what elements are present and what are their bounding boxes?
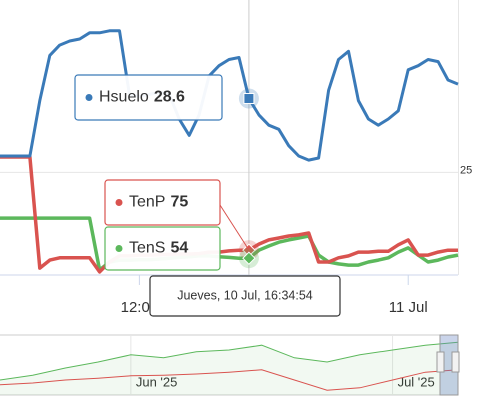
x-tick-label: 11 Jul [389, 299, 428, 316]
date-tooltip [149, 275, 341, 317]
tooltip-box [104, 226, 221, 271]
tooltip-value: 54 [170, 240, 188, 257]
navigator-handle[interactable] [451, 351, 460, 373]
navigator-label: Jun '25 [136, 374, 178, 389]
tooltip-value: 75 [170, 194, 188, 211]
tooltip-text: Hsuelo 28.6 [99, 89, 185, 106]
tooltip-bullet [85, 94, 93, 101]
tooltip-box [104, 179, 221, 226]
tooltip-box [74, 74, 223, 121]
x-tick-label: 12:00 [121, 299, 159, 316]
tooltip-series-name: TenS [129, 240, 165, 257]
y2-tick-label: 25 [460, 164, 472, 176]
tooltip-bullet [115, 245, 123, 252]
navigator-area [0, 342, 458, 395]
marker [242, 251, 256, 265]
marker [243, 93, 255, 105]
tooltip-text: TenP 75 [129, 194, 188, 211]
tooltip-value: 28.6 [154, 89, 185, 106]
tooltip-bullet [115, 199, 123, 206]
tooltip-text: TenS 54 [129, 240, 188, 257]
navigator-handle[interactable] [436, 351, 445, 373]
navigator-line [0, 369, 459, 391]
series-line [0, 29, 459, 162]
tooltip-series-name: Hsuelo [99, 89, 149, 106]
series-line [0, 216, 459, 272]
tooltip-series-name: TenP [129, 194, 165, 211]
date-tooltip-text: Jueves, 10 Jul, 16:34:54 [177, 288, 313, 302]
plot-edge [458, 0, 459, 275]
tooltip-connector [219, 204, 250, 251]
navigator-label: Jul '25 [398, 374, 435, 389]
navigator-line [0, 341, 459, 381]
series-line [0, 155, 458, 274]
